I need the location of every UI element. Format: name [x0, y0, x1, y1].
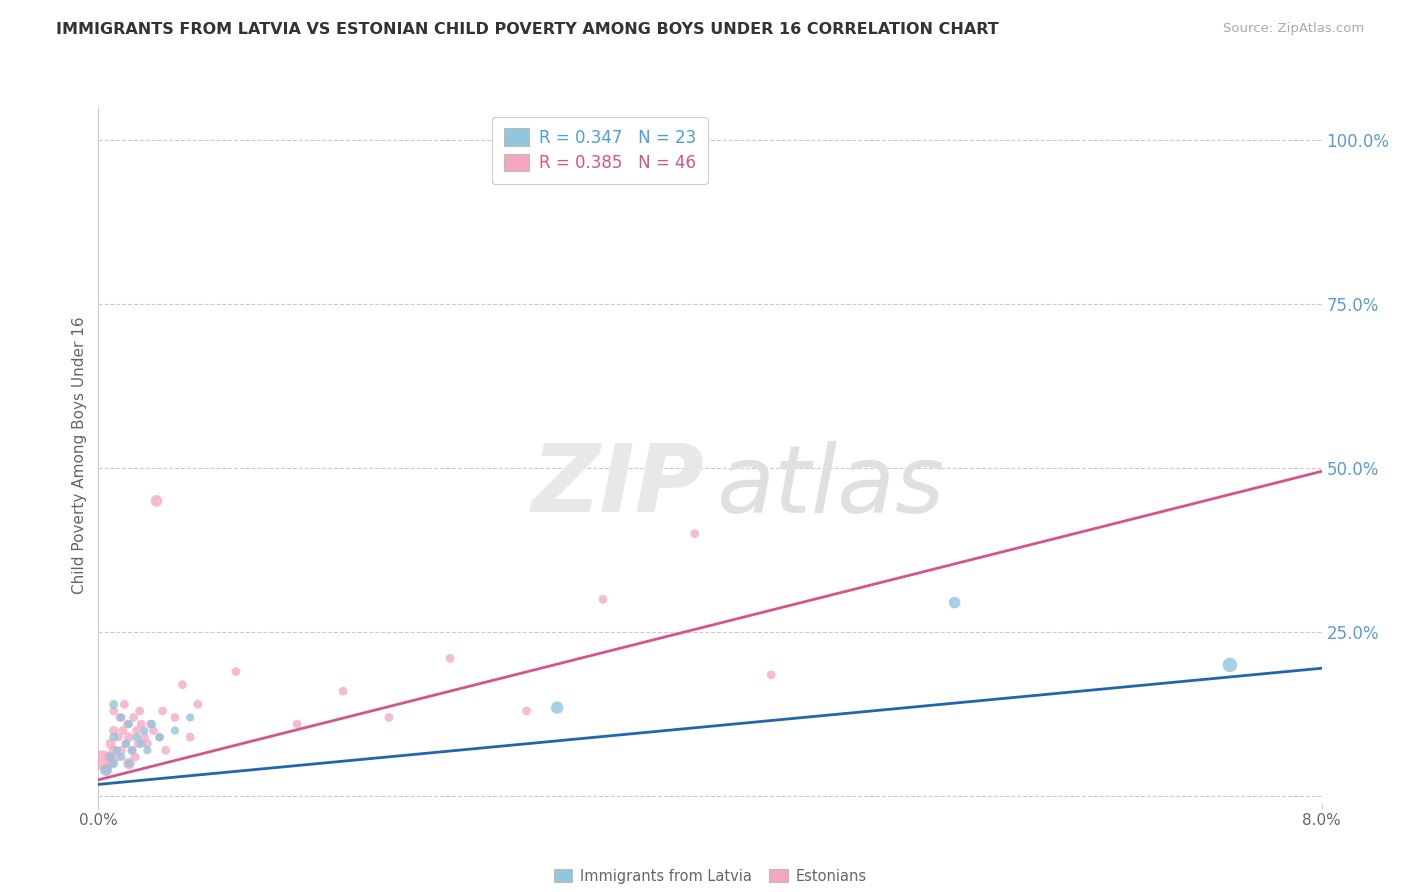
Point: [105, 743, 128, 757]
Point: [111, 723, 134, 738]
Point: [332, 684, 354, 698]
Point: [103, 698, 125, 712]
Point: [179, 730, 201, 744]
Point: [172, 678, 194, 692]
Point: [110, 743, 132, 757]
Point: [115, 737, 138, 751]
Point: [121, 743, 143, 757]
Point: [516, 704, 538, 718]
Point: [103, 704, 125, 718]
Point: [108, 710, 131, 724]
Point: [101, 756, 124, 771]
Point: [155, 743, 177, 757]
Point: [103, 743, 125, 757]
Point: [94, 763, 117, 777]
Point: [107, 730, 129, 744]
Point: [100, 737, 122, 751]
Point: [94, 763, 117, 777]
Point: [378, 710, 401, 724]
Point: [118, 756, 141, 771]
Point: [759, 668, 782, 682]
Point: [121, 743, 143, 757]
Point: [118, 756, 141, 771]
Text: IMMIGRANTS FROM LATVIA VS ESTONIAN CHILD POVERTY AMONG BOYS UNDER 16 CORRELATION: IMMIGRANTS FROM LATVIA VS ESTONIAN CHILD…: [56, 22, 1000, 37]
Legend: Immigrants from Latvia, Estonians: Immigrants from Latvia, Estonians: [548, 863, 872, 889]
Point: [152, 704, 174, 718]
Point: [103, 723, 125, 738]
Point: [136, 737, 159, 751]
Point: [128, 704, 150, 718]
Point: [91, 753, 114, 767]
Y-axis label: Child Poverty Among Boys Under 16: Child Poverty Among Boys Under 16: [72, 316, 87, 594]
Point: [592, 592, 614, 607]
Point: [125, 730, 148, 744]
Point: [115, 737, 138, 751]
Point: [285, 717, 308, 731]
Point: [134, 730, 156, 744]
Point: [149, 730, 172, 744]
Point: [103, 756, 125, 771]
Point: [1219, 657, 1241, 672]
Text: ZIP: ZIP: [531, 441, 704, 533]
Point: [100, 749, 122, 764]
Point: [112, 698, 135, 712]
Point: [225, 665, 247, 679]
Point: [546, 700, 568, 714]
Point: [149, 730, 172, 744]
Point: [136, 743, 159, 757]
Point: [139, 717, 162, 731]
Point: [118, 717, 141, 731]
Point: [179, 710, 201, 724]
Point: [134, 723, 156, 738]
Point: [129, 717, 152, 731]
Point: [163, 723, 186, 738]
Point: [105, 749, 128, 764]
Point: [110, 710, 132, 724]
Point: [98, 749, 121, 764]
Point: [103, 730, 125, 744]
Point: [187, 698, 209, 712]
Point: [141, 717, 163, 731]
Text: Source: ZipAtlas.com: Source: ZipAtlas.com: [1223, 22, 1364, 36]
Point: [118, 730, 141, 744]
Point: [439, 651, 461, 665]
Point: [145, 494, 167, 508]
Point: [142, 723, 165, 738]
Point: [122, 710, 145, 724]
Text: atlas: atlas: [716, 441, 945, 532]
Point: [127, 737, 149, 751]
Point: [110, 749, 132, 764]
Point: [163, 710, 186, 724]
Point: [129, 737, 152, 751]
Point: [125, 723, 148, 738]
Point: [117, 717, 139, 731]
Point: [124, 749, 146, 764]
Point: [943, 596, 966, 610]
Point: [683, 526, 706, 541]
